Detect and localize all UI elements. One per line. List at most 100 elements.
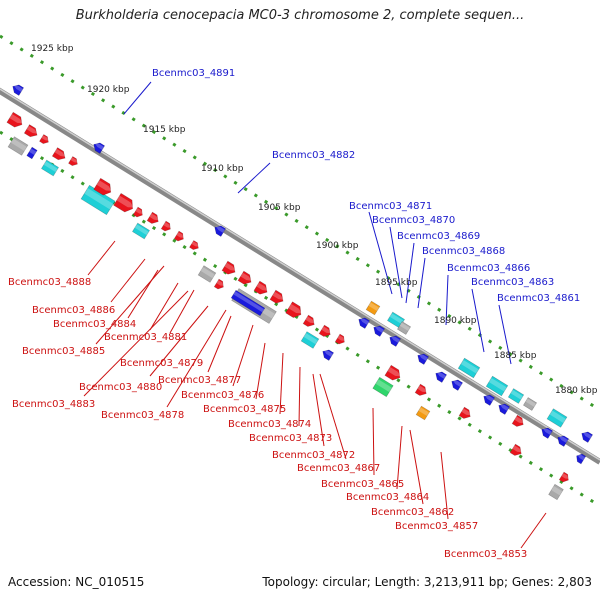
gene-feature[interactable]	[481, 393, 496, 406]
gene-label-forward[interactable]: Bcenmc03_4876	[181, 390, 264, 401]
gene-feature[interactable]	[221, 260, 238, 277]
gene-label-forward[interactable]: Bcenmc03_4873	[249, 433, 332, 444]
gene-label-forward[interactable]: Bcenmc03_4865	[321, 479, 404, 490]
gene-label-forward[interactable]: Bcenmc03_4874	[228, 419, 311, 430]
gene-feature[interactable]	[93, 177, 114, 197]
gene-feature[interactable]	[387, 334, 402, 347]
gene-feature[interactable]	[113, 192, 137, 214]
gene-label-reverse[interactable]: Bcenmc03_4868	[422, 246, 505, 257]
gene-label-reverse[interactable]: Bcenmc03_4871	[349, 201, 432, 212]
gene-feature[interactable]	[457, 357, 481, 379]
gene-feature[interactable]	[320, 348, 335, 361]
gene-label-reverse-leader	[237, 162, 271, 194]
gene-label-forward[interactable]: Bcenmc03_4877	[158, 375, 241, 386]
gene-feature[interactable]	[285, 301, 305, 320]
gene-feature[interactable]	[458, 406, 473, 421]
gene-label-forward[interactable]: Bcenmc03_4864	[346, 492, 429, 503]
gene-feature[interactable]	[189, 240, 200, 251]
gene-feature[interactable]	[300, 331, 320, 349]
gene-feature[interactable]	[548, 483, 564, 501]
gene-feature[interactable]	[522, 397, 538, 411]
gene-label-forward[interactable]: Bcenmc03_4884	[53, 319, 136, 330]
gene-feature[interactable]	[91, 141, 106, 154]
gene-label-forward[interactable]: Bcenmc03_4880	[79, 382, 162, 393]
gene-feature[interactable]	[173, 230, 186, 243]
gene-label-forward[interactable]: Bcenmc03_4883	[12, 399, 95, 410]
gene-feature-shape	[457, 357, 481, 379]
gene-label-forward[interactable]: Bcenmc03_4888	[8, 277, 91, 288]
gene-label-forward[interactable]: Bcenmc03_4857	[395, 521, 478, 532]
gene-feature[interactable]	[433, 370, 448, 383]
gene-feature[interactable]	[132, 206, 145, 219]
gene-feature[interactable]	[160, 220, 173, 233]
gene-feature[interactable]	[334, 333, 347, 346]
gene-label-reverse[interactable]: Bcenmc03_4861	[497, 293, 580, 304]
gene-feature[interactable]	[269, 289, 286, 306]
gene-label-forward[interactable]: Bcenmc03_4862	[371, 507, 454, 518]
gene-feature[interactable]	[414, 383, 429, 398]
gene-feature[interactable]	[579, 430, 594, 443]
gene-label-forward-leader	[207, 315, 232, 373]
gene-feature[interactable]	[7, 136, 29, 156]
gene-feature[interactable]	[356, 316, 371, 329]
gene-label-forward[interactable]: Bcenmc03_4878	[101, 410, 184, 421]
gene-feature[interactable]	[213, 278, 226, 291]
gene-feature[interactable]	[132, 222, 150, 240]
gene-feature[interactable]	[415, 405, 431, 421]
gene-feature[interactable]	[507, 388, 525, 404]
gene-label-forward[interactable]: Bcenmc03_4867	[297, 463, 380, 474]
gene-feature[interactable]	[372, 376, 394, 398]
gene-feature[interactable]	[237, 270, 254, 287]
gene-feature[interactable]	[80, 184, 116, 216]
gene-feature[interactable]	[302, 314, 317, 329]
gene-label-forward[interactable]: Bcenmc03_4875	[203, 404, 286, 415]
gene-label-forward[interactable]: Bcenmc03_4853	[444, 549, 527, 560]
gene-feature[interactable]	[496, 402, 511, 415]
gene-feature[interactable]	[574, 452, 587, 465]
gene-label-reverse[interactable]: Bcenmc03_4863	[471, 277, 554, 288]
gene-feature[interactable]	[318, 324, 333, 339]
gene-feature[interactable]	[212, 224, 227, 237]
gene-feature-shape	[507, 388, 525, 404]
gene-feature[interactable]	[197, 265, 217, 283]
gene-feature[interactable]	[253, 280, 270, 297]
gene-label-forward[interactable]: Bcenmc03_4881	[104, 332, 187, 343]
gene-feature-shape	[334, 333, 345, 345]
gene-feature[interactable]	[371, 324, 386, 337]
gene-feature[interactable]	[51, 147, 67, 163]
gene-feature[interactable]	[396, 321, 412, 335]
gene-feature[interactable]	[68, 156, 79, 167]
gene-feature-shape	[93, 177, 112, 196]
gene-feature[interactable]	[146, 211, 161, 226]
gene-feature[interactable]	[546, 408, 568, 428]
gene-feature[interactable]	[539, 426, 554, 439]
gene-label-forward[interactable]: Bcenmc03_4886	[32, 305, 115, 316]
gene-feature[interactable]	[511, 414, 526, 429]
gene-feature[interactable]	[26, 146, 38, 160]
gene-feature[interactable]	[41, 159, 59, 177]
gene-feature[interactable]	[485, 375, 509, 397]
gene-feature[interactable]	[230, 289, 266, 317]
gene-label-reverse[interactable]: Bcenmc03_4870	[372, 215, 455, 226]
gene-feature[interactable]	[365, 300, 381, 316]
gene-feature[interactable]	[558, 471, 571, 484]
gene-label-reverse[interactable]: Bcenmc03_4891	[152, 68, 235, 79]
gene-feature[interactable]	[10, 83, 25, 96]
gene-feature[interactable]	[509, 443, 524, 458]
gene-label-reverse-leader	[368, 211, 393, 295]
gene-feature[interactable]	[449, 378, 464, 391]
gene-label-reverse[interactable]: Bcenmc03_4869	[397, 231, 480, 242]
gene-feature-highlight	[26, 125, 38, 134]
gene-feature[interactable]	[23, 124, 39, 140]
gene-label-forward[interactable]: Bcenmc03_4872	[272, 450, 355, 461]
gene-feature[interactable]	[384, 364, 403, 383]
gene-feature[interactable]	[555, 434, 570, 447]
gene-feature[interactable]	[415, 352, 430, 365]
gene-label-forward-leader	[409, 429, 424, 505]
gene-feature[interactable]	[39, 134, 50, 145]
gene-label-forward[interactable]: Bcenmc03_4885	[22, 346, 105, 357]
gene-label-reverse[interactable]: Bcenmc03_4866	[447, 263, 530, 274]
gene-label-reverse[interactable]: Bcenmc03_4882	[272, 150, 355, 161]
gene-feature[interactable]	[6, 111, 25, 130]
gene-label-forward[interactable]: Bcenmc03_4879	[120, 358, 203, 369]
